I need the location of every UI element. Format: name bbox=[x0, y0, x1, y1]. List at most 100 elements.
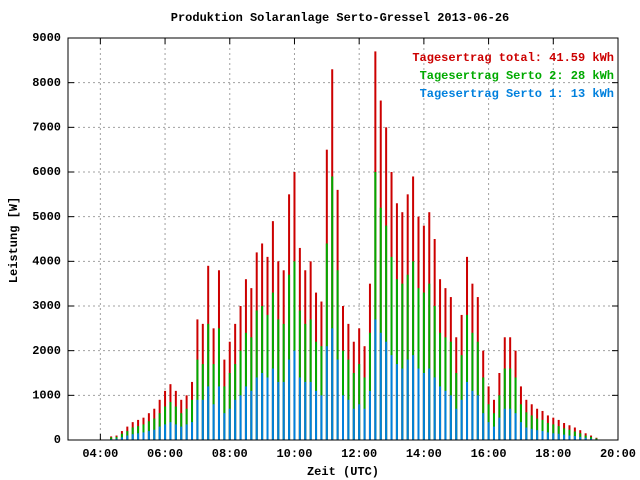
bar bbox=[444, 390, 447, 440]
bar bbox=[519, 422, 522, 440]
y-tick-label: 6000 bbox=[32, 165, 61, 179]
bar bbox=[201, 399, 204, 440]
bar bbox=[174, 406, 177, 440]
bar bbox=[217, 386, 220, 440]
bar bbox=[482, 413, 485, 440]
bar bbox=[412, 355, 415, 440]
bar bbox=[293, 350, 296, 440]
x-tick-label: 06:00 bbox=[147, 447, 183, 461]
bar bbox=[525, 412, 528, 440]
bar bbox=[228, 408, 231, 440]
bar bbox=[191, 422, 194, 440]
bar bbox=[433, 377, 436, 440]
bar bbox=[492, 426, 495, 440]
bar bbox=[282, 381, 285, 440]
bar bbox=[358, 364, 361, 440]
bar bbox=[406, 359, 409, 440]
bar bbox=[336, 270, 339, 440]
bar bbox=[595, 438, 598, 440]
bar bbox=[261, 373, 264, 440]
y-tick-label: 8000 bbox=[32, 76, 61, 90]
bar bbox=[158, 426, 161, 440]
x-tick-label: 10:00 bbox=[276, 447, 312, 461]
bar bbox=[460, 399, 463, 440]
bar bbox=[309, 381, 312, 440]
bar bbox=[428, 368, 431, 440]
x-tick-label: 12:00 bbox=[341, 447, 377, 461]
y-tick-label: 4000 bbox=[32, 255, 61, 269]
bar bbox=[164, 406, 167, 440]
bar bbox=[590, 436, 593, 440]
bar bbox=[385, 341, 388, 440]
bar bbox=[471, 390, 474, 440]
bar bbox=[120, 437, 123, 440]
bar bbox=[514, 377, 517, 440]
bar bbox=[164, 424, 167, 440]
y-axis-label: Leistung [W] bbox=[7, 197, 21, 283]
bar bbox=[509, 368, 512, 440]
bar bbox=[288, 359, 291, 440]
bar bbox=[298, 310, 301, 440]
y-tick-label: 7000 bbox=[32, 121, 61, 135]
y-tick-label: 5000 bbox=[32, 210, 61, 224]
x-tick-label: 08:00 bbox=[212, 447, 248, 461]
bar bbox=[336, 359, 339, 440]
bar bbox=[466, 381, 469, 440]
bar bbox=[406, 274, 409, 440]
bar bbox=[439, 386, 442, 440]
bar bbox=[503, 368, 506, 440]
bar bbox=[217, 328, 220, 440]
bar bbox=[573, 431, 576, 440]
bar bbox=[185, 424, 188, 440]
bar bbox=[352, 408, 355, 440]
bar bbox=[320, 346, 323, 440]
bar bbox=[536, 430, 539, 440]
bar bbox=[137, 433, 140, 440]
bar bbox=[482, 377, 485, 440]
x-tick-label: 04:00 bbox=[82, 447, 118, 461]
bar bbox=[536, 418, 539, 440]
bar bbox=[288, 274, 291, 440]
bar bbox=[363, 408, 366, 440]
bar bbox=[298, 377, 301, 440]
bar bbox=[255, 377, 258, 440]
bar bbox=[250, 390, 253, 440]
bar bbox=[131, 427, 134, 440]
bar bbox=[541, 419, 544, 440]
bar bbox=[401, 283, 404, 440]
bar bbox=[180, 426, 183, 440]
bar bbox=[223, 413, 226, 440]
bar bbox=[395, 279, 398, 440]
bar bbox=[169, 422, 172, 440]
bar bbox=[530, 415, 533, 440]
bar bbox=[568, 429, 571, 440]
bar bbox=[471, 332, 474, 440]
bar bbox=[212, 404, 215, 440]
bar bbox=[530, 428, 533, 440]
x-tick-label: 16:00 bbox=[471, 447, 507, 461]
bar bbox=[169, 402, 172, 440]
bar bbox=[552, 433, 555, 440]
bar bbox=[385, 225, 388, 440]
bar bbox=[563, 428, 566, 440]
x-axis-label: Zeit (UTC) bbox=[307, 465, 379, 479]
bar bbox=[271, 292, 274, 440]
bar bbox=[255, 310, 258, 440]
y-tick-label: 1000 bbox=[32, 389, 61, 403]
bar bbox=[584, 437, 587, 440]
bar bbox=[579, 436, 582, 440]
bar bbox=[557, 426, 560, 440]
bar bbox=[433, 306, 436, 440]
legend-entry: Tagesertrag Serto 2: 28 kWh bbox=[420, 69, 614, 83]
bar bbox=[466, 314, 469, 440]
bar bbox=[331, 176, 334, 440]
bar bbox=[546, 432, 549, 440]
bar bbox=[207, 386, 210, 440]
bar bbox=[271, 368, 274, 440]
bar bbox=[449, 341, 452, 440]
bar bbox=[476, 341, 479, 440]
bar bbox=[514, 413, 517, 440]
y-tick-label: 0 bbox=[54, 433, 61, 447]
legend-entry: Tagesertrag total: 41.59 kWh bbox=[412, 51, 614, 65]
